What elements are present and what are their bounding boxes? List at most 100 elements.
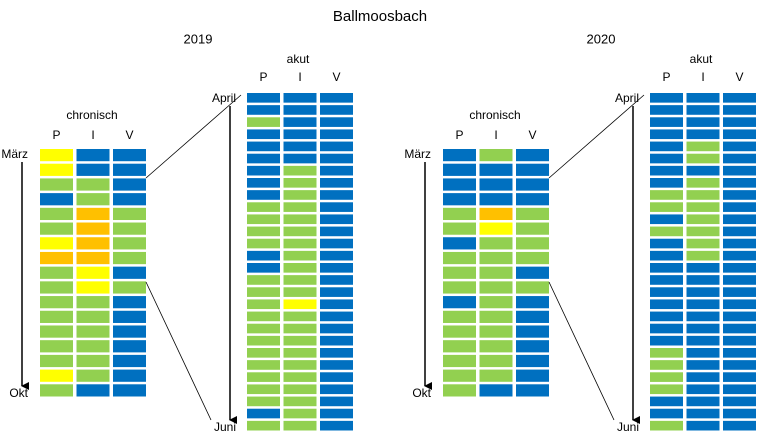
cell [283,408,317,419]
column-label: I [701,70,704,84]
cell [516,281,549,294]
cell [479,369,513,382]
cell [40,149,73,162]
cell [76,340,110,353]
cell [247,372,280,382]
cell [479,281,513,294]
cell [247,275,280,285]
cell [247,238,280,249]
cell [686,263,720,273]
cell [283,335,317,346]
cell [443,251,476,265]
cell [686,105,720,115]
cell [320,190,353,200]
cell [686,408,720,419]
cell [247,250,280,261]
cell [650,287,683,297]
cell [76,222,110,235]
cell [283,93,317,103]
cell [76,207,110,221]
cell [320,420,353,431]
cell [443,384,476,397]
cell [283,372,317,382]
cell [723,263,756,273]
cell [443,163,476,176]
cell [247,287,280,297]
cell [247,408,280,419]
cell [650,263,683,273]
cell [650,311,683,322]
cell [686,165,720,176]
cell [76,149,110,162]
cell [283,190,317,200]
cell [650,141,683,152]
cell [247,348,280,358]
cell [686,287,720,297]
cell [283,420,317,431]
cell [40,325,73,338]
cell [516,310,549,323]
cell [283,263,317,273]
cell [320,105,353,115]
cell [40,354,73,368]
cell [283,348,317,358]
cell [113,310,146,323]
cell [650,129,683,140]
cell [443,222,476,235]
cell [320,165,353,176]
cell [283,287,317,297]
cell [516,149,549,162]
cell [479,163,513,176]
cell [723,360,756,370]
column-label: I [91,128,94,142]
cell [443,266,476,279]
cell [247,360,280,370]
cell [320,226,353,237]
cell [76,369,110,382]
cell [443,178,476,191]
connector [145,94,242,179]
cell [723,165,756,176]
cell [283,299,317,310]
cell [76,178,110,191]
cell [479,384,513,397]
connector [548,281,615,421]
cell [283,323,317,334]
cell [283,117,317,127]
cell [320,396,353,407]
cell [443,325,476,338]
cell [650,275,683,285]
cell [723,420,756,431]
cell [686,396,720,407]
cell [479,149,513,162]
cell [516,163,549,176]
cell [113,178,146,191]
cell [723,202,756,212]
cell [40,193,73,206]
cell [113,340,146,353]
cell [76,281,110,294]
connector [548,94,645,179]
cell [247,141,280,152]
cell [113,193,146,206]
cell [686,275,720,285]
column-label: I [494,128,497,142]
cell [283,384,317,395]
column-label: P [455,128,463,142]
cell [247,105,280,115]
cell [76,237,110,250]
cell [40,237,73,250]
column-label: V [125,128,133,142]
cell [320,323,353,334]
cell [247,165,280,176]
cell [320,360,353,370]
cell [443,369,476,382]
cell [40,222,73,235]
cell [320,117,353,127]
cell [320,384,353,395]
cell [516,207,549,221]
cell [650,178,683,188]
cell [516,325,549,338]
cell [247,93,280,103]
cell [283,311,317,322]
